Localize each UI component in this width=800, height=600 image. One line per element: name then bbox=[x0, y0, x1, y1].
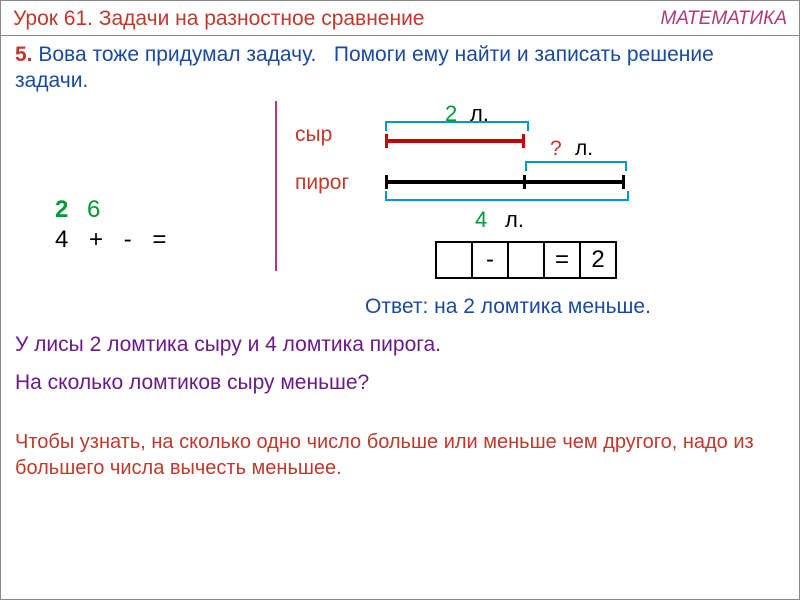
scratch-numbers: 2 6 4 + - = bbox=[55, 196, 180, 254]
task-sentence-1: Вова тоже придумал задачу. bbox=[38, 43, 316, 66]
pie-bar bbox=[385, 180, 625, 184]
eq-cell-5: 2 bbox=[579, 241, 617, 279]
eq-cell-2: - bbox=[471, 241, 509, 279]
scratch-eq: = bbox=[152, 226, 166, 253]
diff-bracket bbox=[525, 161, 627, 171]
top-bracket bbox=[385, 121, 529, 131]
question-text: На сколько ломтиков сыру меньше? bbox=[15, 371, 785, 395]
fox-text: У лисы 2 ломтика сыру и 4 ломтика пирога… bbox=[15, 333, 785, 357]
answer-text: Ответ: на 2 ломтика меньше. bbox=[365, 295, 785, 319]
mid-unit: л. bbox=[575, 137, 593, 161]
rule-text: Чтобы узнать, на сколько одно число боль… bbox=[15, 429, 785, 481]
bottom-unit: л. bbox=[505, 207, 524, 233]
scratch-6: 6 bbox=[87, 196, 100, 223]
task-number: 5. bbox=[15, 43, 33, 66]
bottom-bracket bbox=[385, 191, 629, 201]
slide: Урок 61. Задачи на разностное сравнение … bbox=[0, 0, 800, 600]
scratch-4: 4 bbox=[55, 226, 68, 253]
body: 5. Вова тоже придумал задачу. Помоги ему… bbox=[1, 36, 799, 489]
scratch-minus: - bbox=[124, 226, 132, 253]
task-text: 5. Вова тоже придумал задачу. Помоги ему… bbox=[15, 42, 785, 95]
cheese-bar bbox=[385, 139, 525, 143]
pie-label: пирог bbox=[295, 171, 349, 195]
vertical-divider bbox=[275, 101, 277, 271]
pie-bar-tick bbox=[523, 175, 526, 189]
cheese-label: сыр bbox=[295, 123, 332, 147]
unknown-mark: ? bbox=[550, 137, 562, 161]
scratch-2: 2 bbox=[55, 196, 68, 223]
lesson-title: Урок 61. Задачи на разностное сравнение bbox=[13, 7, 425, 31]
subject-label: МАТЕМАТИКА bbox=[660, 8, 787, 30]
bottom-value: 4 bbox=[475, 207, 487, 233]
eq-cell-1 bbox=[435, 241, 473, 279]
diagram: сыр пирог 2 л. ? л. 4 л. 2 6 4 + bbox=[15, 101, 785, 291]
scratch-plus: + bbox=[89, 226, 103, 253]
equation-boxes: - = 2 bbox=[435, 241, 617, 279]
header: Урок 61. Задачи на разностное сравнение … bbox=[1, 1, 799, 36]
eq-cell-3 bbox=[507, 241, 545, 279]
eq-cell-4: = bbox=[543, 241, 581, 279]
